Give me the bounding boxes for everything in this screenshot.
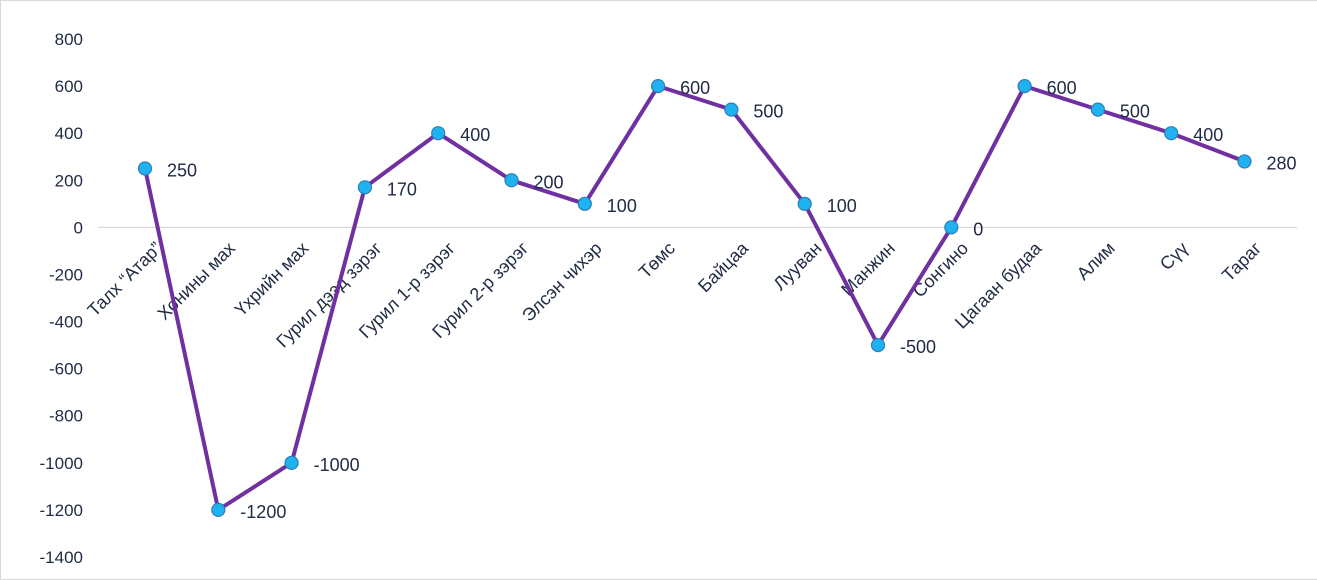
data-label: 600 bbox=[1047, 78, 1077, 98]
data-label: 600 bbox=[680, 78, 710, 98]
data-point bbox=[944, 220, 959, 235]
data-point bbox=[1017, 78, 1032, 94]
data-point bbox=[357, 180, 372, 195]
data-label: -1000 bbox=[314, 455, 360, 475]
data-point bbox=[1164, 126, 1179, 141]
y-tick-label: -1200 bbox=[40, 501, 83, 520]
data-points bbox=[137, 78, 1252, 518]
y-tick-label: -400 bbox=[49, 313, 83, 332]
data-label: 400 bbox=[460, 125, 490, 145]
y-axis-tick-labels: 800 600 400 200 0 -200 -400 -600 -800 -1000 -1200 -… bbox=[40, 30, 83, 567]
data-label: 0 bbox=[973, 219, 983, 239]
data-point bbox=[1237, 154, 1252, 169]
data-label: -1200 bbox=[240, 502, 286, 522]
data-point bbox=[724, 102, 739, 117]
y-tick-label: -1000 bbox=[40, 454, 83, 473]
y-tick-label: -1400 bbox=[40, 548, 83, 567]
data-label: 280 bbox=[1267, 153, 1297, 173]
data-point bbox=[797, 196, 812, 211]
data-label: 100 bbox=[827, 196, 857, 216]
y-tick-label: -600 bbox=[49, 360, 83, 379]
data-label: 500 bbox=[753, 102, 783, 122]
y-tick-label: 400 bbox=[55, 124, 83, 143]
data-point bbox=[211, 502, 226, 518]
data-labels: 250 -1200 -1000 170 400 200 100 600 500 100 -500 0 6… bbox=[167, 78, 1297, 522]
data-label: -500 bbox=[900, 337, 936, 357]
data-point bbox=[577, 196, 592, 211]
data-point bbox=[650, 78, 666, 94]
y-tick-label: 200 bbox=[55, 171, 83, 190]
data-point bbox=[870, 337, 886, 353]
data-point bbox=[431, 126, 446, 141]
y-tick-label: 0 bbox=[74, 218, 83, 237]
data-label: 170 bbox=[387, 179, 417, 199]
data-label: 200 bbox=[534, 172, 564, 192]
data-point bbox=[284, 455, 299, 470]
data-point bbox=[1090, 102, 1106, 117]
y-tick-label: 600 bbox=[55, 77, 83, 96]
y-tick-label: -200 bbox=[49, 265, 83, 284]
data-label: 400 bbox=[1193, 125, 1223, 145]
y-tick-label: -800 bbox=[49, 407, 83, 426]
data-label: 500 bbox=[1120, 102, 1150, 122]
series-line bbox=[143, 84, 1246, 512]
data-label: 250 bbox=[167, 161, 197, 181]
data-label: 100 bbox=[607, 196, 637, 216]
data-point bbox=[504, 173, 519, 188]
y-tick-label: 800 bbox=[55, 30, 83, 49]
data-point bbox=[137, 161, 153, 176]
